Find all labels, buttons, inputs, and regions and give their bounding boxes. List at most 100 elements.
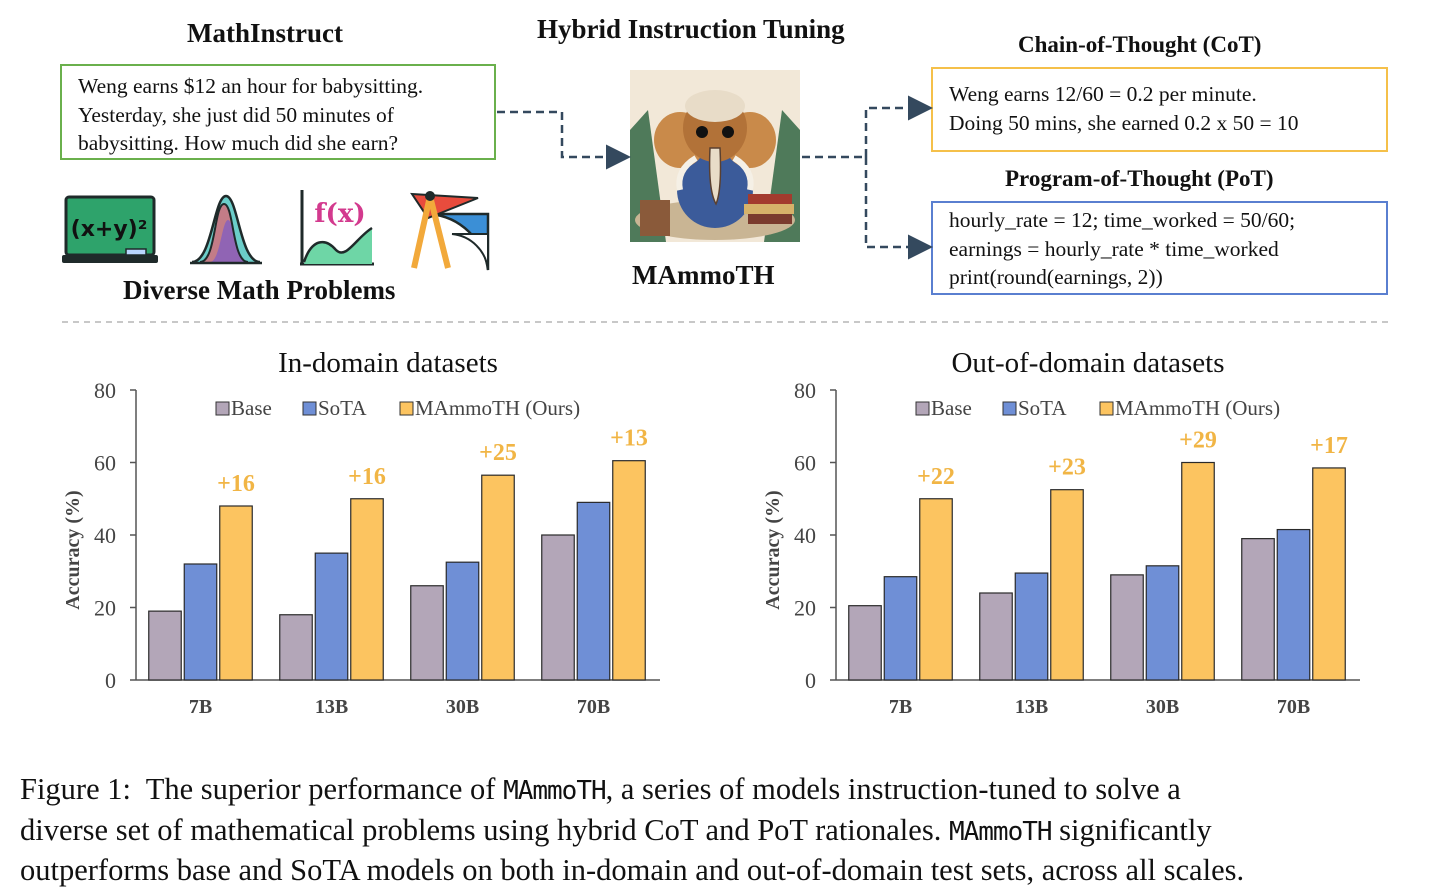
model-name-label: MAmmoTH	[632, 260, 775, 290]
x-tick-label: 70B	[577, 696, 610, 718]
function-text: f(x)	[314, 199, 365, 229]
equation-text: (x+y)²	[71, 217, 148, 242]
cot-line: Weng earns 12/60 = 0.2 per minute.	[949, 82, 1257, 106]
legend-swatch	[1099, 401, 1114, 416]
bar-mammoth	[350, 498, 384, 681]
bar-mammoth	[612, 460, 646, 681]
bar-sota	[1276, 528, 1311, 681]
example-question-box: Weng earns $12 an hour for babysitting. …	[60, 64, 496, 160]
chalkboard-equation-icon: (x+y)²	[62, 193, 158, 272]
pot-line: earnings = hourly_rate * time_worked	[949, 236, 1279, 261]
diverse-math-label: Diverse Math Problems	[123, 275, 396, 305]
improvement-label: +23	[1048, 455, 1086, 481]
cot-line: Doing 50 mins, she earned 0.2 x 50 = 10	[949, 110, 1299, 135]
legend-swatch	[302, 401, 317, 416]
bar-sota	[883, 576, 918, 681]
y-tick-label: 60	[94, 451, 116, 476]
legend-label: SoTA	[1018, 396, 1067, 420]
y-tick-label: 0	[805, 668, 816, 693]
caption-line-1: Figure 1: The superior performance of MA…	[20, 770, 1430, 811]
legend-label: MAmmoTH (Ours)	[415, 396, 580, 420]
bar-mammoth	[481, 474, 515, 681]
improvement-label: +29	[1179, 428, 1217, 454]
mammoth-mascot-icon	[630, 70, 800, 247]
bell-curve-icon	[190, 190, 262, 273]
bar-sota	[576, 501, 611, 681]
cot-title: Chain-of-Thought (CoT)	[1018, 32, 1262, 57]
caption-text: The superior performance of	[145, 772, 496, 806]
bar-mammoth	[1312, 467, 1346, 681]
bar-mammoth	[1050, 489, 1084, 681]
bar-mammoth	[219, 505, 253, 681]
caption-text: significantly	[1059, 812, 1212, 847]
mathinstruct-title: MathInstruct	[187, 18, 343, 48]
bar-sota	[183, 563, 218, 681]
y-tick-label: 20	[794, 596, 816, 621]
improvement-label: +25	[479, 440, 517, 466]
bar-base	[410, 585, 444, 681]
bar-base	[279, 614, 313, 681]
improvement-label: +17	[1310, 433, 1348, 459]
bar-base	[979, 592, 1013, 681]
x-tick-label: 13B	[1015, 696, 1048, 718]
y-tick-label: 0	[105, 668, 116, 693]
bar-base	[1110, 574, 1144, 681]
flow-arrows	[62, 95, 1388, 323]
legend-swatch	[1002, 401, 1017, 416]
legend-label: MAmmoTH (Ours)	[1115, 396, 1280, 420]
legend-swatch	[399, 401, 414, 416]
y-tick-label: 60	[794, 451, 816, 476]
x-tick-label: 30B	[446, 696, 479, 718]
y-axis-label: Accuracy (%)	[762, 490, 784, 609]
function-graph-icon: f(x)	[298, 188, 376, 273]
y-tick-label: 80	[94, 378, 116, 403]
arrow-to-cot	[864, 95, 933, 157]
cot-box: Weng earns 12/60 = 0.2 per minute. Doing…	[931, 67, 1388, 152]
bar-base	[1241, 538, 1275, 681]
question-line: Weng earns $12 an hour for babysitting.	[78, 74, 424, 98]
improvement-label: +16	[217, 471, 255, 497]
pot-box: hourly_rate = 12; time_worked = 50/60; e…	[931, 201, 1388, 295]
pot-line: hourly_rate = 12; time_worked = 50/60;	[949, 208, 1296, 232]
improvement-label: +16	[348, 464, 386, 490]
legend-swatch	[915, 401, 930, 416]
legend-label: SoTA	[318, 396, 367, 420]
arrow-to-pot	[864, 157, 933, 260]
hybrid-title: Hybrid Instruction Tuning	[537, 14, 845, 44]
caption-line-2: diverse set of mathematical problems usi…	[20, 811, 1430, 852]
bar-sota	[1145, 565, 1180, 681]
out-of-domain-chart: Out-of-domain datasets 0 20 40 60 80 Accuracy …	[762, 347, 1360, 718]
improvement-label: +13	[610, 426, 648, 452]
arrow-input-to-model	[497, 110, 631, 170]
in-domain-chart: In-domain datasets 0 20 40 60 80 Accuracy (%) B…	[62, 347, 660, 718]
y-tick-label: 20	[94, 596, 116, 621]
bar-sota	[1014, 572, 1049, 681]
chart-title: In-domain datasets	[278, 347, 498, 379]
legend-label: Base	[931, 396, 972, 420]
question-line: babysitting. How much did she earn?	[78, 131, 399, 155]
caption-model-name: MAmmoTH	[948, 816, 1053, 847]
y-tick-label: 40	[794, 523, 816, 548]
legend-swatch	[215, 401, 230, 416]
bar-base	[148, 610, 182, 681]
x-tick-label: 30B	[1146, 696, 1179, 718]
x-tick-label: 7B	[189, 696, 212, 718]
bar-sota	[445, 561, 480, 681]
caption-model-name: MAmmoTH	[503, 776, 607, 806]
bar-base	[541, 534, 575, 681]
pot-line: print(round(earnings, 2))	[949, 265, 1163, 289]
caption-line-3: outperforms base and SoTA models on both…	[20, 853, 1245, 887]
figure-caption: Figure 1: The superior performance of MA…	[20, 770, 1430, 890]
bar-mammoth	[1181, 461, 1215, 681]
caption-text: diverse set of mathematical problems usi…	[20, 812, 942, 847]
pot-title: Program-of-Thought (PoT)	[1005, 166, 1274, 191]
question-line: Yesterday, she just did 50 minutes of	[78, 102, 394, 127]
x-tick-label: 13B	[315, 696, 348, 718]
y-axis-label: Accuracy (%)	[62, 490, 84, 609]
bar-base	[848, 605, 882, 681]
x-tick-label: 70B	[1277, 696, 1310, 718]
legend-label: Base	[231, 396, 272, 420]
bar-mammoth	[919, 498, 953, 681]
chart-title: Out-of-domain datasets	[951, 347, 1224, 379]
caption-label: Figure 1:	[20, 772, 131, 806]
